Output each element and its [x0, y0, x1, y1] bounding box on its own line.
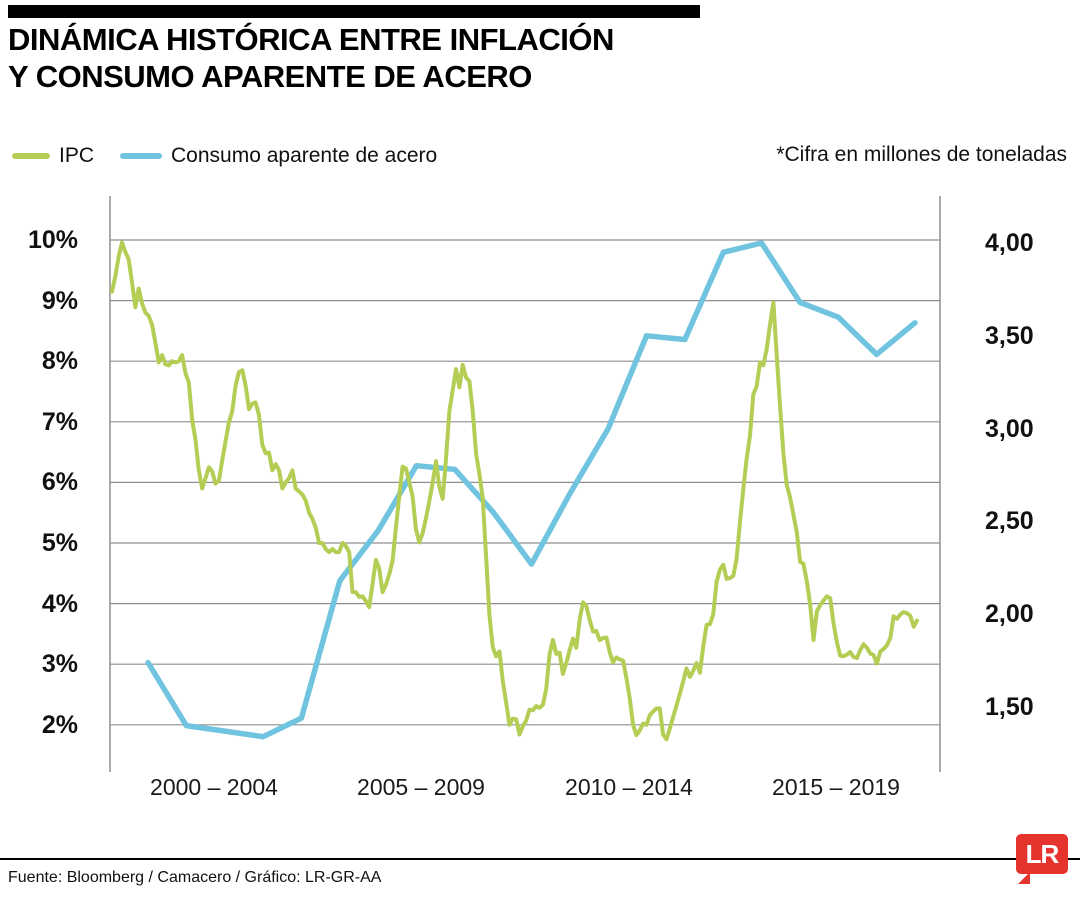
- left-axis-tick: 3%: [41, 650, 78, 679]
- right-axis-tick: 2,50: [985, 507, 1034, 536]
- right-axis-tick: 3,50: [985, 321, 1034, 350]
- ipc-legend-label: IPC: [59, 144, 95, 167]
- x-axis-label: 2015 – 2019: [772, 774, 900, 800]
- right-axis-tick: 2,00: [985, 600, 1034, 629]
- chart-legend: IPC Consumo aparente de acero: [12, 141, 437, 171]
- title-line-1: DINÁMICA HISTÓRICA ENTRE INFLACIÓN: [8, 22, 614, 57]
- left-axis-tick: 7%: [41, 407, 78, 436]
- title-accent-bar: [8, 5, 700, 18]
- lr-logo-text: LR: [1025, 838, 1060, 869]
- x-axis-label: 2010 – 2014: [565, 774, 693, 800]
- left-axis-tick: 2%: [41, 710, 78, 739]
- lr-logo-tail: [1018, 872, 1030, 884]
- source-credit: Fuente: Bloomberg / Camacero / Gráfico: …: [8, 869, 382, 886]
- left-axis-tick: 10%: [27, 226, 78, 254]
- left-axis-tick: 4%: [41, 589, 78, 618]
- right-axis-tick: 4,00: [985, 229, 1034, 257]
- ipc-line: [110, 240, 919, 742]
- left-axis-tick: 9%: [41, 286, 78, 315]
- x-axis-label: 2000 – 2004: [150, 774, 278, 800]
- title-line-2: Y CONSUMO APARENTE DE ACERO: [8, 58, 532, 94]
- lr-logo: LR: [1016, 834, 1068, 884]
- left-axis-tick: 6%: [41, 468, 78, 497]
- right-axis-tick: 1,50: [985, 693, 1034, 721]
- ipc-legend-swatch: [12, 153, 50, 159]
- steel-legend-swatch: [120, 153, 163, 159]
- right-axis-tick: 3,00: [985, 414, 1034, 443]
- page-title: DINÁMICA HISTÓRICA ENTRE INFLACIÓN Y CONS…: [8, 22, 614, 95]
- steel-consumption-line: [145, 240, 918, 740]
- steel-legend-label: Consumo aparente de acero: [171, 144, 438, 167]
- x-axis-label: 2005 – 2009: [357, 774, 485, 800]
- units-note: *Cifra en millones de toneladas: [776, 143, 1067, 166]
- left-axis-tick: 5%: [41, 529, 78, 557]
- footer-divider: [0, 858, 1080, 860]
- left-axis-tick: 8%: [41, 347, 78, 376]
